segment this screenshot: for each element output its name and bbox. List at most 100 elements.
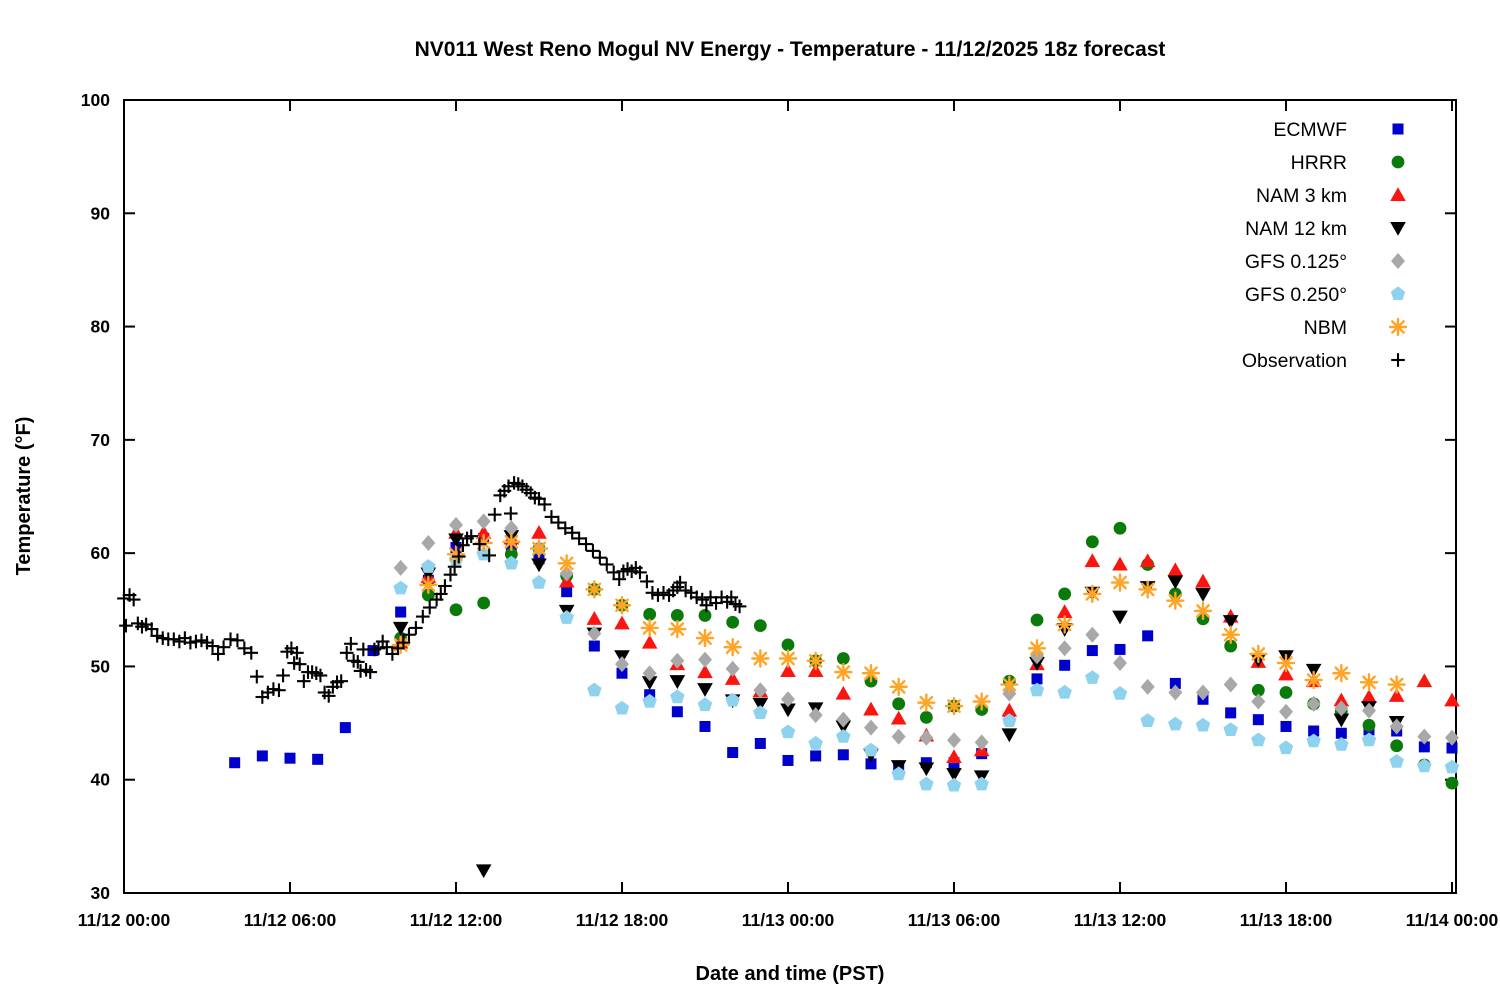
point-ecmwf: [1418, 741, 1430, 753]
point-ecmwf: [312, 753, 324, 765]
y-tick-label: 40: [91, 770, 111, 790]
point-gfs-0-250: [1251, 732, 1266, 747]
point-nam-3-km: [1388, 688, 1405, 702]
point-ecmwf: [1252, 714, 1264, 726]
point-gfs-0-250: [1389, 754, 1404, 768]
point-ecmwf: [1446, 742, 1458, 754]
point-ecmwf: [229, 757, 241, 769]
point-gfs-0-250: [1029, 682, 1045, 697]
x-tick-label: 11/13 12:00: [1074, 910, 1167, 930]
point-nbm: [1138, 580, 1157, 599]
point-observation: [640, 574, 654, 589]
point-nam-3-km: [1333, 692, 1350, 707]
point-gfs-0-125: [1334, 700, 1349, 717]
y-tick-label: 70: [91, 430, 111, 450]
point-gfs-0-250: [670, 689, 685, 704]
point-nbm: [1000, 675, 1019, 694]
point-observation: [290, 646, 304, 660]
y-tick-label: 80: [91, 317, 111, 337]
point-observation: [396, 635, 411, 650]
point-hrrr: [477, 596, 491, 610]
x-tick-label: 11/13 18:00: [1240, 910, 1333, 930]
point-nam-3-km: [1167, 562, 1184, 577]
point-observation: [612, 572, 627, 586]
point-ecmwf: [1280, 720, 1292, 732]
point-observation: [344, 636, 358, 651]
point-nam-3-km: [1139, 553, 1156, 568]
point-observation: [292, 657, 307, 671]
point-observation: [472, 537, 487, 551]
point-nbm: [1359, 673, 1379, 692]
y-tick-label: 50: [91, 656, 111, 676]
series-nbm: [391, 532, 1406, 716]
point-ecmwf: [1086, 645, 1098, 657]
point-nam-3-km: [1112, 556, 1128, 571]
point-ecmwf: [782, 754, 794, 766]
point-gfs-0-125: [974, 734, 989, 751]
point-ecmwf: [699, 720, 711, 732]
point-nam-3-km: [807, 663, 824, 677]
legend-entry-gfs-0-125: GFS 0.125°: [1245, 251, 1405, 273]
legend-entry-nam-3-km: NAM 3 km: [1256, 185, 1406, 207]
point-nbm: [1083, 584, 1102, 604]
point-nam-3-km: [946, 749, 962, 764]
point-observation: [334, 674, 348, 688]
point-observation: [579, 537, 593, 551]
point-gfs-0-125: [919, 729, 934, 746]
point-nam-3-km: [475, 524, 492, 539]
legend-label-nbm: NBM: [1304, 317, 1347, 339]
point-nbm: [861, 664, 881, 683]
point-gfs-0-250: [642, 693, 657, 708]
point-ecmwf: [1308, 725, 1320, 737]
y-axis-label: Temperature (°F): [13, 417, 35, 576]
point-gfs-0-250: [1306, 733, 1321, 748]
point-nbm: [1387, 675, 1406, 694]
point-gfs-0-125: [1223, 676, 1238, 693]
point-nbm: [751, 649, 770, 668]
point-nbm: [1110, 573, 1130, 592]
point-gfs-0-125: [1140, 678, 1155, 695]
point-hrrr: [421, 588, 435, 602]
point-gfs-0-125: [670, 652, 685, 669]
point-hrrr: [1030, 613, 1044, 627]
point-observation: [572, 531, 586, 546]
point-hrrr: [670, 609, 684, 622]
point-ecmwf: [727, 747, 739, 759]
point-hrrr: [1224, 639, 1238, 653]
point-gfs-0-125: [808, 707, 823, 724]
point-gfs-0-125: [1085, 626, 1100, 643]
point-hrrr: [643, 607, 657, 621]
point-nam-3-km: [724, 671, 741, 685]
legend-marker-hrrr: [1391, 155, 1405, 169]
point-nbm: [585, 580, 604, 599]
point-observation: [593, 550, 607, 565]
legend-entry-nbm: NBM: [1304, 317, 1408, 339]
x-axis-label: Date and time (PST): [696, 963, 885, 985]
point-gfs-0-250: [946, 777, 962, 792]
point-nbm: [778, 649, 798, 668]
point-observation: [599, 557, 614, 572]
point-nbm: [972, 692, 991, 711]
point-nam-12-km: [752, 697, 769, 712]
point-observation: [416, 609, 430, 624]
point-nam-12-km: [641, 676, 658, 691]
legend-marker-nam-3-km: [1390, 187, 1406, 201]
point-ecmwf: [1335, 727, 1347, 739]
point-nam-12-km: [1001, 728, 1018, 743]
point-nbm: [806, 651, 825, 670]
x-tick-label: 11/13 00:00: [742, 910, 835, 930]
point-nbm: [640, 618, 659, 638]
point-gfs-0-125: [1445, 729, 1459, 746]
point-observation: [216, 640, 231, 654]
point-nbm: [1304, 670, 1323, 690]
point-gfs-0-125: [449, 516, 463, 533]
point-observation: [409, 621, 423, 635]
point-observation: [447, 559, 462, 574]
point-gfs-0-250: [1223, 722, 1238, 736]
point-observation: [250, 669, 264, 684]
point-gfs-0-125: [1417, 728, 1432, 745]
point-gfs-0-250: [1278, 740, 1294, 755]
legend-entry-ecmwf: ECMWF: [1273, 119, 1404, 141]
point-gfs-0-125: [836, 711, 851, 728]
point-nam-3-km: [835, 685, 852, 700]
